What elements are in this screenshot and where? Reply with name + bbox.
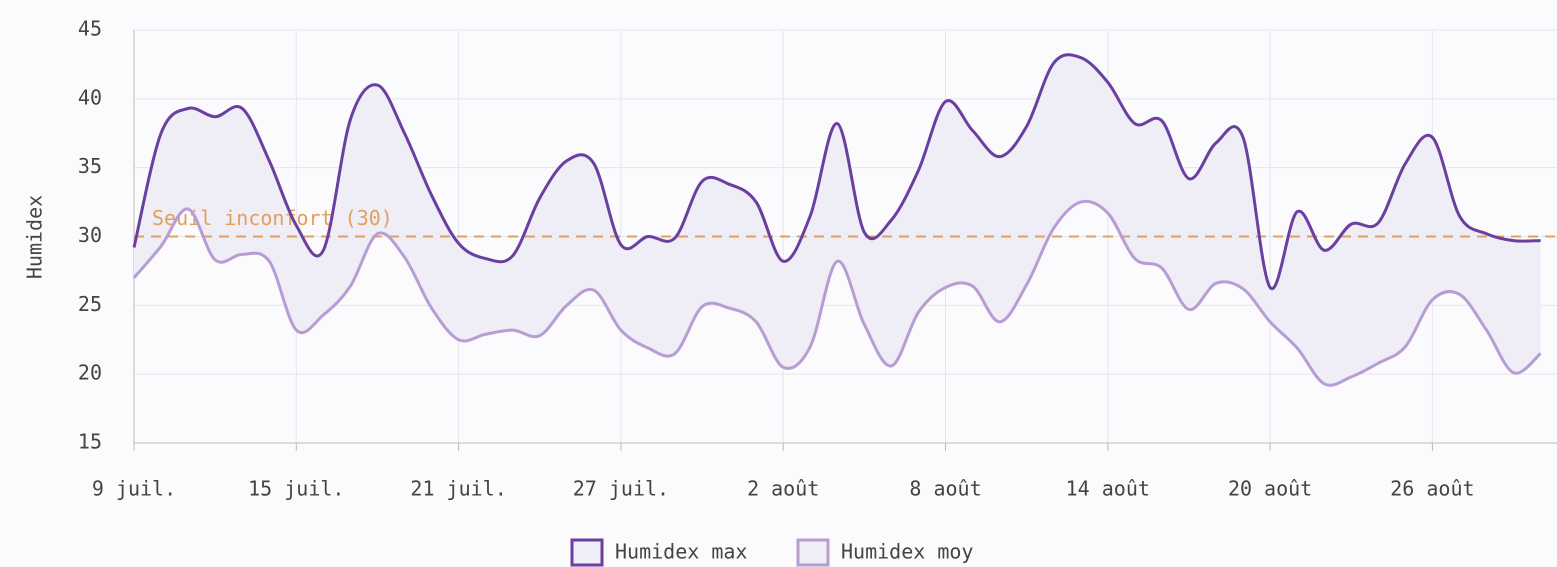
threshold-label: Seuil inconfort (30): [152, 206, 393, 230]
series-line: [132, 53, 1541, 291]
band-fill: [134, 54, 1541, 386]
x-tick-label: 9 juil.: [92, 477, 176, 501]
legend-swatch: [796, 538, 830, 567]
y-tick-label: 15: [78, 430, 102, 454]
x-tick-label: 21 juil.: [410, 477, 506, 501]
series-line: [132, 199, 1542, 387]
legend-label: Humidex max: [615, 540, 747, 564]
x-tick-label: 14 août: [1066, 477, 1150, 501]
y-axis-label: Humidex: [23, 195, 47, 279]
y-tick-label: 25: [78, 292, 102, 316]
legend-label: Humidex moy: [841, 540, 973, 564]
x-tick-label: 8 août: [909, 477, 981, 501]
y-tick-label: 40: [78, 85, 102, 109]
legend-swatch: [570, 538, 604, 567]
x-tick-label: 27 juil.: [573, 477, 669, 501]
y-tick-label: 20: [78, 361, 102, 385]
y-tick-label: 30: [78, 223, 102, 247]
x-tick-label: 2 août: [747, 477, 819, 501]
x-tick-label: 20 août: [1228, 477, 1312, 501]
y-tick-label: 35: [78, 154, 102, 178]
y-tick-label: 45: [78, 17, 102, 41]
x-tick-label: 26 août: [1390, 477, 1474, 501]
x-tick-label: 15 juil.: [248, 477, 344, 501]
